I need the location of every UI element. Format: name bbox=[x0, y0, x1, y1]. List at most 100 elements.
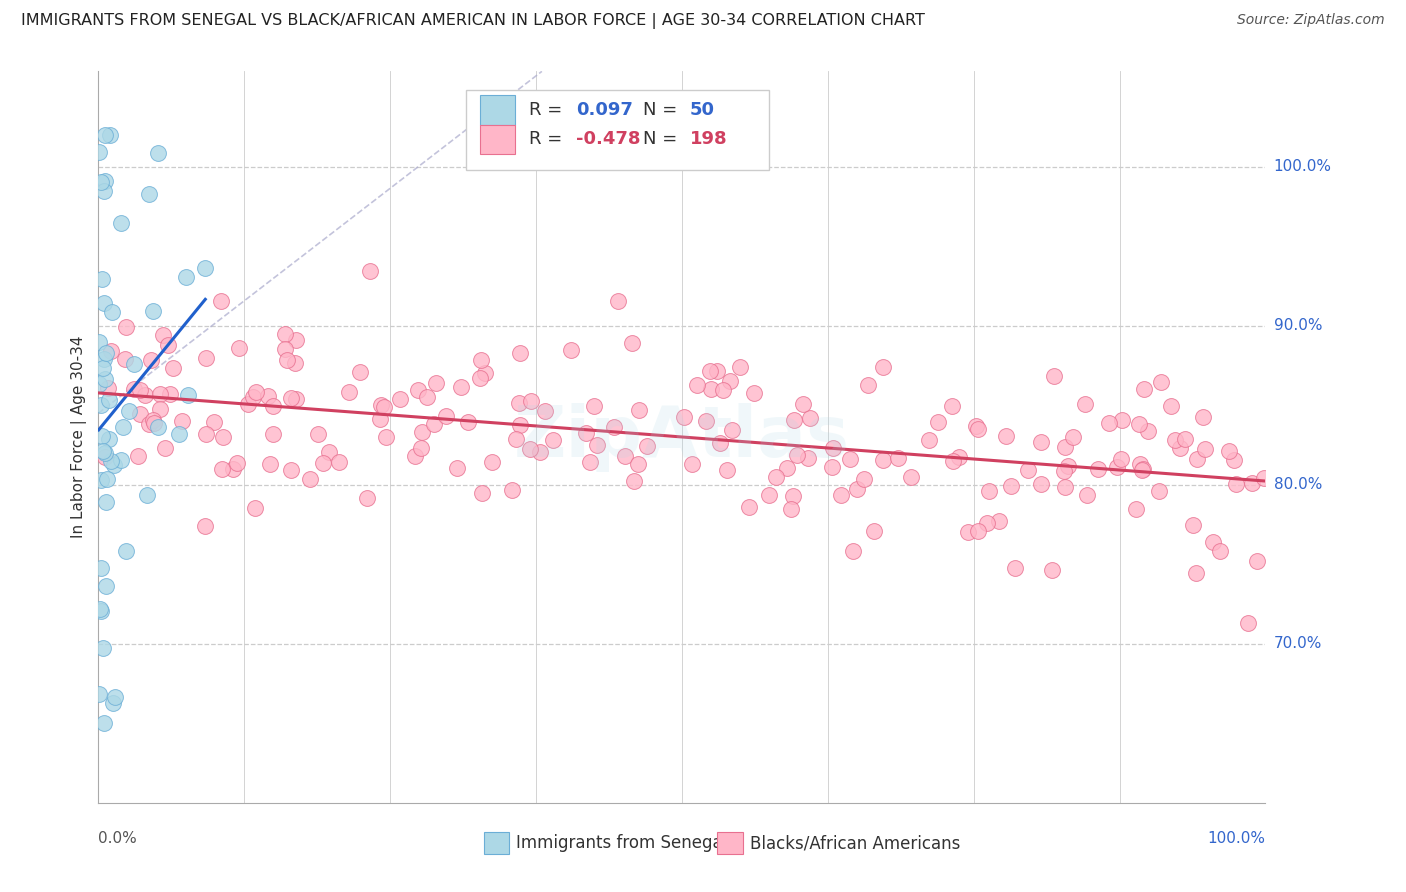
Point bbox=[274, 343, 297, 357]
Point bbox=[1111, 451, 1133, 466]
Point bbox=[758, 487, 780, 501]
Point bbox=[541, 433, 564, 447]
Text: R =: R = bbox=[529, 101, 568, 120]
Point bbox=[941, 399, 963, 413]
Point bbox=[262, 399, 284, 413]
Point bbox=[245, 384, 267, 399]
Point bbox=[966, 422, 988, 436]
Point bbox=[872, 453, 894, 467]
Point bbox=[170, 414, 193, 428]
Point bbox=[1004, 560, 1026, 574]
Point bbox=[138, 417, 160, 431]
Point bbox=[505, 432, 527, 446]
Point bbox=[709, 435, 731, 450]
Point bbox=[623, 474, 645, 488]
Point bbox=[416, 390, 439, 404]
Point bbox=[89, 687, 111, 701]
Point bbox=[212, 430, 235, 444]
Point bbox=[211, 462, 233, 476]
Point bbox=[967, 524, 990, 538]
Point bbox=[118, 403, 141, 417]
Point bbox=[90, 429, 112, 443]
Point bbox=[101, 696, 124, 710]
Point bbox=[720, 423, 742, 437]
Point bbox=[1137, 424, 1160, 438]
Point bbox=[149, 401, 172, 416]
Point bbox=[411, 425, 433, 439]
Point bbox=[257, 389, 280, 403]
Point bbox=[786, 449, 808, 463]
Point bbox=[228, 341, 250, 355]
Point bbox=[87, 145, 110, 159]
Point bbox=[96, 345, 118, 359]
Point bbox=[1164, 433, 1187, 447]
Point bbox=[821, 459, 844, 474]
Point bbox=[409, 441, 432, 455]
Point bbox=[159, 387, 181, 401]
Point bbox=[115, 320, 138, 334]
Text: ZipAtlas: ZipAtlas bbox=[515, 402, 849, 472]
Point bbox=[918, 433, 941, 447]
Point bbox=[1253, 471, 1275, 485]
Point bbox=[104, 690, 127, 705]
Bar bbox=[479, 95, 515, 125]
Point bbox=[470, 353, 492, 368]
Bar bbox=[465, 90, 769, 170]
Point bbox=[706, 364, 728, 378]
Point bbox=[1128, 417, 1150, 431]
Point bbox=[128, 383, 150, 397]
Point bbox=[823, 441, 845, 455]
Point bbox=[519, 442, 541, 457]
Text: Source: ZipAtlas.com: Source: ZipAtlas.com bbox=[1237, 13, 1385, 28]
Point bbox=[93, 184, 115, 198]
Point bbox=[1074, 397, 1097, 411]
Point bbox=[509, 345, 531, 359]
Point bbox=[783, 413, 806, 427]
Point bbox=[1130, 463, 1153, 477]
Point bbox=[318, 444, 340, 458]
Point bbox=[1105, 460, 1128, 475]
Point bbox=[195, 427, 218, 442]
Point bbox=[425, 376, 447, 390]
Point bbox=[389, 392, 412, 406]
Point bbox=[927, 415, 949, 429]
Point bbox=[602, 420, 624, 434]
Point bbox=[98, 432, 121, 446]
Point bbox=[700, 383, 723, 397]
Point bbox=[280, 391, 302, 405]
Point bbox=[128, 407, 150, 421]
Y-axis label: In Labor Force | Age 30-34: In Labor Force | Age 30-34 bbox=[72, 335, 87, 539]
Point bbox=[1246, 554, 1268, 568]
Point bbox=[408, 384, 430, 398]
Point bbox=[375, 430, 398, 444]
Point bbox=[995, 429, 1018, 443]
Point bbox=[370, 398, 392, 412]
Point bbox=[156, 338, 179, 352]
Point bbox=[621, 336, 644, 351]
Point bbox=[948, 450, 970, 464]
Point bbox=[1187, 451, 1209, 466]
Point bbox=[276, 353, 298, 368]
Point bbox=[636, 439, 658, 453]
Point bbox=[242, 390, 264, 404]
Point bbox=[1031, 476, 1053, 491]
Point bbox=[87, 335, 110, 350]
Point bbox=[337, 384, 360, 399]
Text: 50: 50 bbox=[690, 101, 716, 120]
Point bbox=[977, 483, 1000, 498]
Point bbox=[299, 471, 322, 485]
Point bbox=[142, 303, 165, 318]
Point bbox=[177, 388, 200, 402]
Point bbox=[1194, 442, 1216, 457]
Point bbox=[423, 417, 446, 431]
Point bbox=[627, 402, 650, 417]
Point bbox=[328, 455, 350, 469]
Point bbox=[839, 451, 862, 466]
Point bbox=[1062, 430, 1084, 444]
Point bbox=[149, 387, 172, 401]
Point bbox=[1000, 478, 1022, 492]
Point bbox=[138, 186, 160, 201]
Point bbox=[728, 359, 751, 374]
Point bbox=[162, 361, 184, 376]
Point bbox=[155, 441, 177, 455]
